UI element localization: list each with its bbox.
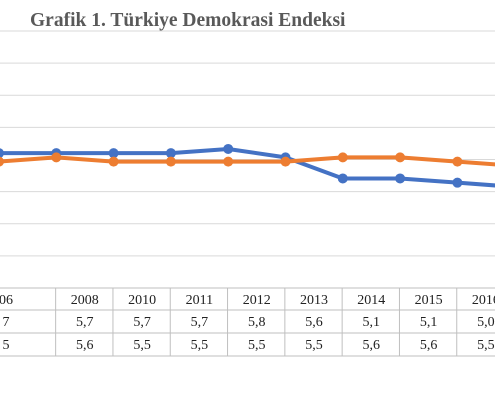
series-2-point [223, 156, 234, 167]
table-value-cell: 5,1 [363, 315, 381, 330]
table-value-cell: 5,5 [133, 338, 151, 353]
series-2-point [395, 152, 406, 163]
table-value-cell: 5,7 [133, 315, 151, 330]
table-value-cell: 5,5 [248, 338, 266, 353]
table-header-cell: 2011 [186, 293, 213, 308]
series-1-point [395, 173, 406, 184]
table-header-cell: 2008 [71, 293, 99, 308]
series-2-point [165, 156, 176, 167]
table-value-cell: 7 [3, 315, 10, 330]
series-line-2 [0, 155, 495, 167]
series-1-point [337, 173, 348, 184]
series-2-point [108, 156, 119, 167]
table-value-cell: 5,0 [477, 315, 495, 330]
table-value-cell: 5,7 [191, 315, 209, 330]
series-1-point [108, 148, 119, 159]
series-2-point [0, 156, 4, 167]
table-header-cell: 06 [0, 293, 13, 308]
series-1-point [223, 143, 234, 154]
table-value-cell: 5,6 [363, 338, 381, 353]
table-value-cell: 5,6 [305, 315, 323, 330]
data-table: 06 2008 2010 2011 2012 2013 2014 2015 2016 7 5,7 5,… [0, 287, 495, 357]
series-1-point [452, 177, 463, 188]
table-value-cell: 5,6 [420, 338, 438, 353]
table-header-cell: 2016 [472, 293, 495, 308]
series-2-point [51, 152, 62, 163]
series-2-point [452, 156, 463, 167]
table-value-cell: 5,1 [420, 315, 438, 330]
table-value-cell: 5,5 [477, 338, 495, 353]
series-2-point [280, 156, 291, 167]
series-2-point [337, 152, 348, 163]
table-value-cell: 5,6 [76, 338, 94, 353]
table-value-cell: 5 [3, 338, 10, 353]
table-value-cell: 5,7 [76, 315, 94, 330]
table-value-cell: 5,5 [191, 338, 209, 353]
series-1-point [0, 148, 4, 159]
series-line-1 [0, 146, 495, 188]
table-header-cell: 2013 [300, 293, 328, 308]
table-header-cell: 2010 [128, 293, 156, 308]
series-layer [0, 143, 495, 188]
table-header-cell: 2014 [357, 293, 385, 308]
table-value-cell: 5,5 [305, 338, 323, 353]
table-header-cell: 2012 [243, 293, 271, 308]
chart-title: Grafik 1. Türkiye Demokrasi Endeksi [30, 10, 346, 31]
table-header-cell: 2015 [415, 293, 443, 308]
table-value-cell: 5,8 [248, 315, 266, 330]
series-1-point [165, 148, 176, 159]
